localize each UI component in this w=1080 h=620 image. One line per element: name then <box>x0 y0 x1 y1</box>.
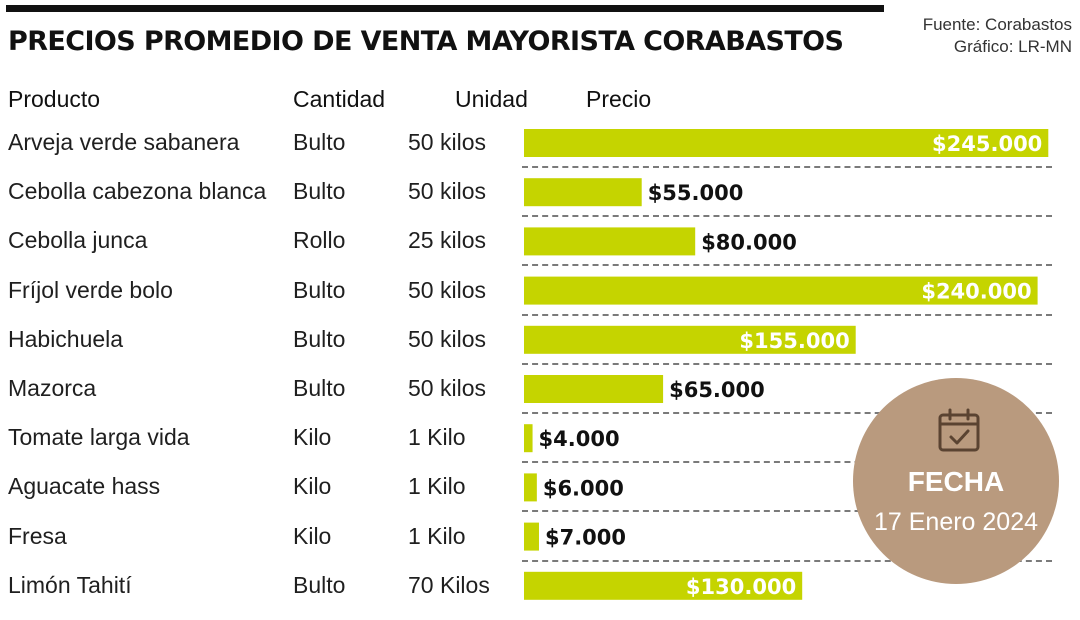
quantity-cell: Bulto <box>293 129 346 155</box>
row-separator <box>522 560 1052 562</box>
credits: Fuente: Corabastos Gráfico: LR-MN <box>923 14 1072 58</box>
quantity-cell: Bulto <box>293 375 346 401</box>
quantity-cell: Bulto <box>293 571 346 598</box>
price-label: $55.000 <box>648 181 744 205</box>
product-name: Fríjol verde bolo <box>8 276 173 303</box>
product-name: Aguacate hass <box>8 473 161 500</box>
unit-cell: 50 kilos <box>408 276 486 303</box>
header-quantity: Cantidad <box>293 86 386 112</box>
quantity-cell: Kilo <box>293 473 332 500</box>
price-bar <box>524 375 664 403</box>
unit-cell: 70 Kilos <box>408 571 490 598</box>
product-name: Limón Tahití <box>8 571 132 598</box>
price-label: $4.000 <box>539 427 620 451</box>
price-label: $7.000 <box>545 526 626 550</box>
row-separator <box>522 461 1052 463</box>
unit-cell: 50 kilos <box>408 375 486 401</box>
price-label: $240.000 <box>921 280 1031 304</box>
price-bar <box>524 227 696 256</box>
price-bar <box>524 571 803 600</box>
price-bar <box>524 473 537 502</box>
price-label: $6.000 <box>543 476 624 500</box>
quantity-cell: Kilo <box>293 522 332 549</box>
graphic-credit: Gráfico: LR-MN <box>953 37 1072 56</box>
product-name: Tomate larga vida <box>8 424 190 451</box>
price-label: $245.000 <box>932 132 1042 156</box>
price-bar <box>524 276 1038 305</box>
price-label: $80.000 <box>701 230 797 254</box>
unit-cell: 1 Kilo <box>408 424 466 451</box>
row-separator <box>522 363 1052 365</box>
row-separator <box>522 264 1052 266</box>
row-separator <box>522 510 1052 512</box>
quantity-cell: Bulto <box>293 178 346 205</box>
date-label: FECHA <box>907 466 1005 497</box>
product-name: Cebolla cabezona blanca <box>8 178 267 205</box>
unit-cell: 50 kilos <box>408 129 486 155</box>
date-value: 17 Enero 2024 <box>873 508 1039 536</box>
quantity-cell: Kilo <box>293 424 332 451</box>
source-credit: Fuente: Corabastos <box>922 15 1072 34</box>
date-badge: FECHA 17 Enero 2024 <box>853 378 1059 584</box>
row-separator <box>522 412 1052 414</box>
product-name: Habichuela <box>8 325 124 352</box>
quantity-cell: Rollo <box>293 227 346 254</box>
row-separator <box>522 314 1052 316</box>
quantity-cell: Bulto <box>293 325 346 352</box>
price-bar <box>524 178 642 207</box>
row-separator <box>522 166 1052 168</box>
unit-cell: 1 Kilo <box>408 522 466 549</box>
price-bar <box>524 522 539 551</box>
calendar-check-icon <box>938 408 980 452</box>
header-product: Producto <box>8 86 101 112</box>
chart-title: PRECIOS PROMEDIO DE VENTA MAYORISTA CORA… <box>8 26 844 57</box>
product-name: Mazorca <box>8 375 97 401</box>
quantity-cell: Bulto <box>293 276 346 303</box>
price-label: $130.000 <box>686 575 796 599</box>
top-rule <box>6 5 884 12</box>
unit-cell: 50 kilos <box>408 325 486 352</box>
price-label: $65.000 <box>669 378 765 402</box>
product-name: Fresa <box>8 522 67 549</box>
price-bar <box>524 129 1049 157</box>
price-label: $155.000 <box>739 329 849 353</box>
product-name: Arveja verde sabanera <box>8 129 240 155</box>
header-unit: Unidad <box>455 86 528 112</box>
unit-cell: 1 Kilo <box>408 473 466 500</box>
unit-cell: 50 kilos <box>408 178 486 205</box>
price-bar <box>524 424 533 453</box>
unit-cell: 25 kilos <box>408 227 486 254</box>
price-bar <box>524 325 856 354</box>
row-separator <box>522 215 1052 217</box>
product-name: Cebolla junca <box>8 227 148 254</box>
header-price: Precio <box>586 86 652 112</box>
